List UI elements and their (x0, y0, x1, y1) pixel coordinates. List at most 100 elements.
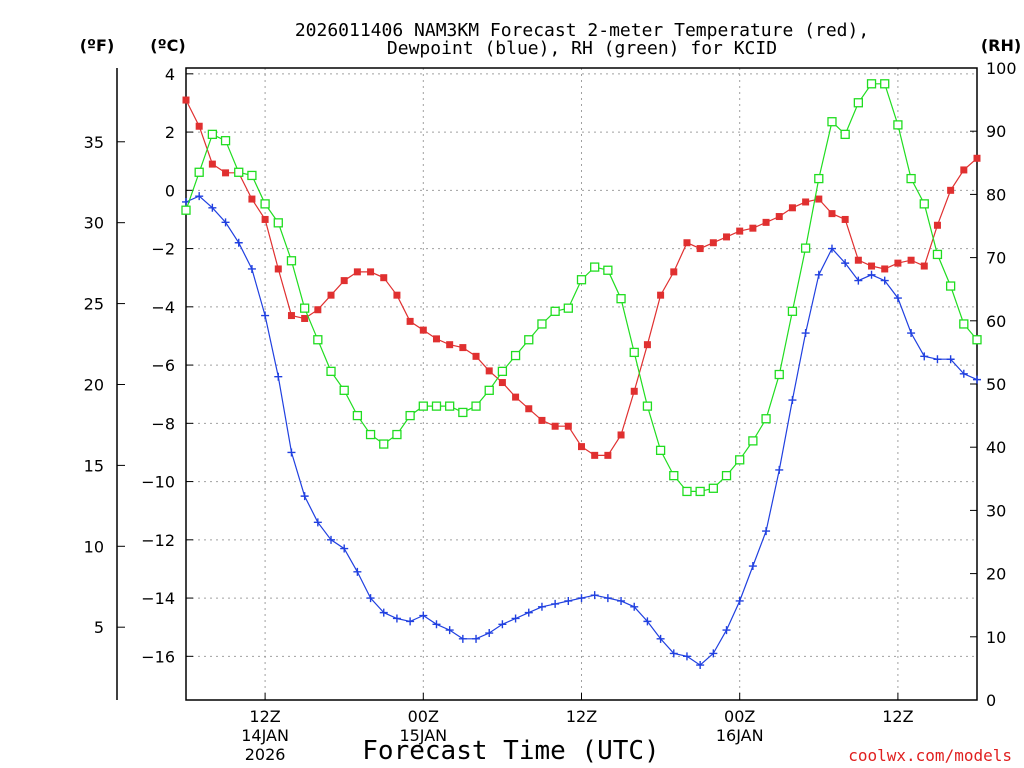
rh-point (748, 436, 758, 446)
fahrenheit-tick-label: 30 (84, 214, 104, 233)
rh-point (392, 429, 402, 440)
rh-point (945, 281, 956, 291)
2-meter-temperature-point (854, 256, 862, 264)
celsius-tick-label: −8 (151, 414, 175, 433)
dewpoint-point (472, 634, 481, 643)
time-tick-label: 12Z (249, 707, 280, 726)
dewpoint-point (511, 614, 520, 623)
dewpoint-point (498, 620, 507, 629)
2-meter-temperature-point (683, 239, 691, 247)
rh-point (735, 455, 745, 465)
rh-point (260, 199, 270, 209)
2-meter-temperature-point (182, 96, 190, 104)
dewpoint-point (841, 259, 850, 268)
rh-point (510, 350, 521, 361)
dewpoint-point (261, 311, 270, 320)
rh-point (286, 256, 297, 266)
2-meter-temperature-point (947, 186, 955, 194)
rh-tick-label: 10 (986, 628, 1006, 647)
celsius-tick-label: −14 (141, 589, 175, 608)
time-tick-year: 2026 (245, 745, 286, 764)
fahrenheit-axis: 35 30 25 20 15 10 5 (84, 133, 125, 637)
dewpoint-point (827, 244, 836, 253)
rh-point (550, 306, 560, 316)
rh-tick-label: 70 (986, 249, 1006, 268)
dewpoint-point (340, 544, 349, 553)
rh-point (497, 366, 508, 377)
celsius-tick-label: −16 (141, 647, 175, 666)
dewpoint-point (643, 617, 652, 626)
dewpoint-point (801, 329, 810, 338)
rh-point (299, 303, 310, 313)
dewpoint-point (867, 270, 876, 279)
dewpoint-point (669, 649, 678, 658)
rh-tick-label: 60 (986, 312, 1006, 331)
2-meter-temperature-point (301, 314, 309, 322)
credit-label: coolwx.com/models (848, 746, 1012, 765)
2-meter-temperature-point (248, 195, 256, 203)
rh-point (932, 249, 943, 260)
2-meter-temperature-series (182, 96, 981, 459)
fahrenheit-tick-label: 35 (84, 133, 104, 152)
rh-point (234, 167, 244, 177)
plot-frame (185, 67, 978, 701)
rh-point (207, 129, 218, 140)
2-meter-temperature-point (736, 227, 744, 235)
celsius-tick-label: 2 (165, 123, 175, 142)
dewpoint-point (735, 596, 744, 605)
dewpoint-point (551, 599, 560, 608)
rh-point (880, 79, 890, 89)
2-meter-temperature-point (485, 367, 493, 375)
celsius-tick-label: −6 (151, 356, 175, 375)
dewpoint-point (788, 396, 797, 405)
rh-point (840, 129, 850, 140)
rh-point (590, 262, 600, 272)
rh-point (695, 486, 705, 497)
2-meter-temperature-point (472, 352, 480, 360)
2-meter-temperature-point (208, 160, 216, 168)
dewpoint-point (893, 294, 902, 303)
2-meter-temperature-point (894, 259, 902, 267)
dewpoint-point (221, 218, 230, 227)
dewpoint-point (432, 620, 441, 629)
chart-title-line2: Dewpoint (blue), RH (green) for KCID (387, 38, 777, 59)
fahrenheit-unit-label: (ºF) (80, 36, 115, 55)
2-meter-temperature-point (775, 213, 783, 221)
rh-tick-label: 20 (986, 565, 1006, 584)
dewpoint-point (880, 276, 889, 285)
dewpoint-point (709, 649, 718, 658)
dewpoint-point (287, 448, 296, 457)
fahrenheit-tick-label: 25 (84, 295, 104, 314)
celsius-tick-label: −4 (151, 298, 175, 317)
2-meter-temperature-point (815, 195, 823, 203)
time-tick-label: 12Z (882, 707, 913, 726)
2-meter-temperature-point (643, 341, 651, 349)
rh-point (853, 98, 863, 108)
dewpoint-point (722, 626, 731, 635)
time-tick-date: 15JAN (399, 726, 447, 745)
x-axis-title: Forecast Time (UTC) (362, 736, 659, 766)
rh-point (959, 319, 969, 329)
rh-point (616, 294, 626, 304)
dewpoint-point (392, 614, 401, 623)
celsius-axis: 4 2 0 −2 −4 −6 −8 −10 −12 −14 −16 (141, 65, 193, 666)
dewpoint-point (274, 372, 283, 381)
2-meter-temperature-point (749, 224, 757, 232)
2-meter-temperature-point (195, 122, 203, 130)
2-meter-temperature-point (604, 451, 612, 459)
dewpoint-point (445, 626, 454, 635)
2-meter-temperature-point (314, 306, 322, 314)
rh-point (247, 170, 257, 181)
rh-point (603, 265, 613, 275)
dewpoint-point (696, 661, 705, 670)
dewpoint-point (353, 567, 362, 576)
2-meter-temperature-point (419, 326, 427, 334)
dewpoint-point (590, 591, 599, 600)
dewpoint-point (234, 238, 243, 247)
rh-point (313, 335, 323, 345)
rh-tick-label: 80 (986, 185, 1006, 204)
2-meter-temperature-point (828, 210, 836, 218)
